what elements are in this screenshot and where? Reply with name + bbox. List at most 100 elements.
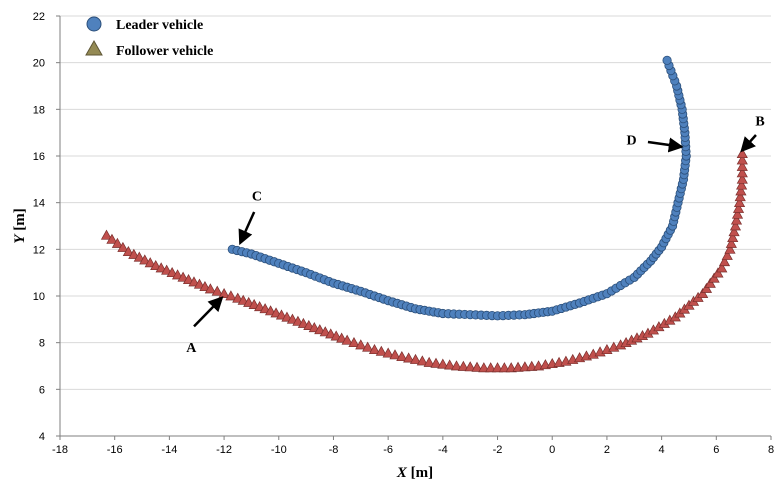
follower-point — [416, 355, 428, 366]
follower-point — [491, 362, 504, 373]
y-tick-label: 8 — [39, 338, 45, 350]
follower-point — [389, 349, 401, 360]
follower-point — [375, 345, 387, 356]
follower-point — [736, 179, 748, 190]
y-tick-label: 18 — [33, 104, 45, 116]
follower-point — [225, 290, 237, 301]
follower-point — [450, 360, 463, 371]
follower-point — [718, 256, 731, 267]
follower-point — [382, 347, 394, 358]
legend-leader-marker — [86, 16, 102, 32]
follower-point — [478, 362, 490, 373]
x-axis-title-unit: [m] — [407, 465, 433, 481]
x-axis-title: X [m] — [396, 465, 433, 481]
x-tick-label: -2 — [493, 444, 503, 456]
follower-point — [403, 352, 415, 363]
follower-point — [188, 276, 200, 287]
axes — [56, 15, 772, 440]
follower-point — [736, 173, 748, 184]
follower-point — [150, 259, 162, 271]
follower-point — [728, 226, 740, 237]
y-tick-label: 20 — [33, 58, 45, 70]
follower-point — [735, 185, 747, 196]
follower-point — [444, 359, 456, 370]
annotation-arrow-c — [238, 211, 256, 246]
follower-point — [734, 191, 746, 202]
annotation-label-a: A — [186, 341, 197, 356]
x-axis-title-main: X — [396, 465, 408, 481]
follower-point — [341, 334, 353, 345]
follower-point — [193, 278, 206, 289]
follower-point — [161, 264, 173, 275]
annotations: A B C D — [186, 115, 765, 356]
y-tick-label: 10 — [33, 291, 45, 303]
follower-point — [182, 273, 195, 285]
legend-follower-label: Follower vehicle — [116, 44, 213, 59]
x-tick-label: 4 — [659, 444, 665, 456]
x-tick-label: -18 — [52, 444, 68, 456]
annotation-label-c: C — [252, 189, 262, 204]
y-tick-label: 4 — [39, 431, 45, 443]
x-tick-label: -16 — [107, 444, 123, 456]
follower-point — [133, 251, 145, 262]
follower-point — [144, 257, 156, 268]
follower-point — [177, 271, 189, 282]
follower-point — [457, 360, 469, 371]
follower-point — [471, 361, 483, 372]
y-axis-title: Y [m] — [12, 208, 28, 243]
follower-point — [732, 202, 745, 213]
x-tick-label: -10 — [271, 444, 287, 456]
follower-point — [211, 285, 223, 296]
follower-point — [171, 269, 184, 280]
follower-point — [736, 154, 748, 165]
series-group — [100, 55, 748, 373]
x-tick-label: -14 — [161, 444, 177, 456]
annotation-label-d: D — [626, 133, 636, 148]
follower-point — [128, 248, 140, 259]
follower-point — [218, 287, 230, 299]
follower-point — [731, 208, 744, 219]
y-tick-label: 12 — [33, 244, 45, 256]
follower-point — [111, 237, 124, 248]
follower-point — [117, 241, 129, 252]
follower-point — [725, 237, 737, 248]
follower-point — [700, 282, 713, 293]
annotation-arrow-b — [740, 134, 757, 153]
x-tick-label: 2 — [604, 444, 610, 456]
x-tick-labels: -18 -16 -14 -12 -10 -8 -6 -4 -2 0 2 4 6 8 — [52, 444, 774, 456]
x-tick-label: 6 — [713, 444, 719, 456]
follower-point — [485, 362, 497, 373]
follower-point — [729, 220, 742, 231]
follower-point — [204, 283, 216, 294]
follower-point — [727, 231, 739, 243]
follower-point — [730, 214, 743, 225]
x-tick-label: 0 — [549, 444, 555, 456]
follower-point — [721, 249, 733, 260]
follower-point — [100, 229, 113, 240]
series-leader-vehicle — [227, 55, 691, 321]
follower-point — [704, 277, 716, 288]
follower-point — [362, 341, 374, 352]
y-tick-label: 6 — [39, 384, 45, 396]
series-follower-vehicle — [100, 147, 748, 373]
follower-point — [716, 262, 728, 273]
follower-point — [409, 353, 422, 364]
follower-point — [155, 262, 167, 273]
follower-point — [348, 336, 360, 348]
y-tick-label: 16 — [33, 151, 45, 163]
follower-point — [106, 233, 118, 244]
follower-point — [736, 147, 748, 159]
follower-point — [712, 267, 724, 278]
y-tick-labels: 4 6 8 10 12 14 16 18 20 22 — [33, 11, 45, 443]
leader-point — [662, 55, 672, 65]
grid-lines — [60, 15, 771, 437]
follower-point — [368, 343, 381, 355]
x-tick-label: -8 — [329, 444, 339, 456]
annotation-arrow-d — [647, 137, 684, 153]
follower-point — [355, 339, 367, 350]
annotation-label-b: B — [755, 115, 764, 130]
y-tick-label: 14 — [33, 198, 45, 210]
x-tick-label: 8 — [768, 444, 774, 456]
follower-point — [697, 287, 709, 299]
